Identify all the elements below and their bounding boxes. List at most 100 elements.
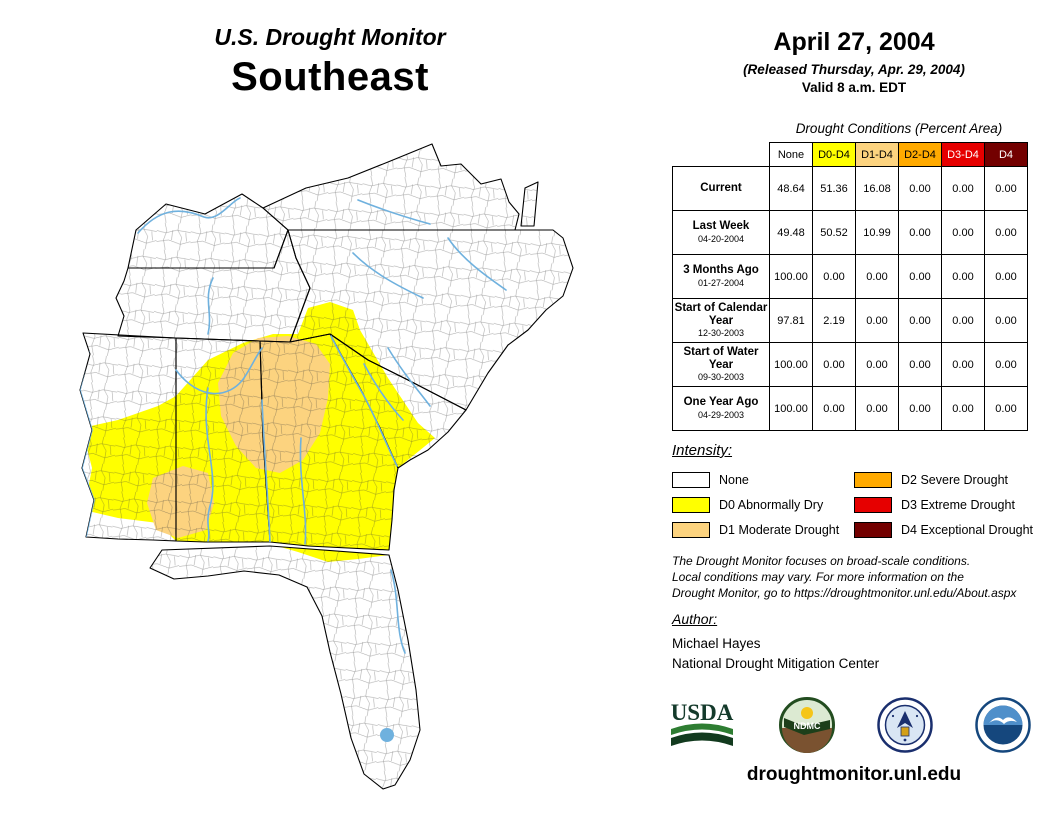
col-header-d1-d4: D1-D4 — [855, 142, 899, 167]
row-label: Start of Calendar Year 12-30-2003 — [672, 298, 770, 343]
alabama-river — [205, 387, 214, 542]
legend-swatch-d2 — [854, 471, 892, 488]
legend-title: Intensity: — [672, 442, 733, 459]
table-cell: 97.81 — [769, 298, 813, 343]
table-cell: 0.00 — [941, 386, 985, 431]
table-cell: 0.00 — [812, 342, 856, 387]
tennessee-river — [175, 347, 263, 395]
table-cell: 0.00 — [984, 254, 1028, 299]
map-date: April 27, 2004 — [773, 28, 935, 56]
svg-text:NDMC: NDMC — [794, 721, 821, 731]
table-cell: 50.52 — [812, 210, 856, 255]
table-cell: 0.00 — [855, 298, 899, 343]
footer-url: droughtmonitor.unl.edu — [746, 764, 962, 785]
col-header-d2-d4: D2-D4 — [898, 142, 942, 167]
table-cell: 0.00 — [898, 210, 942, 255]
col-header-d3-d4: D3-D4 — [941, 142, 985, 167]
table-row-one-year-ago: One Year Ago 04-29-2003 100.00 0.00 0.00 … — [672, 386, 1028, 431]
table-cell: 100.00 — [769, 386, 813, 431]
table-cell: 100.00 — [769, 342, 813, 387]
cumberland-river — [207, 277, 214, 335]
table-cell: 0.00 — [984, 166, 1028, 211]
james-river — [357, 199, 431, 225]
table-row-3-months-ago: 3 Months Ago 01-27-2004 100.00 0.00 0.00 … — [672, 254, 1028, 299]
savannah-river — [330, 335, 398, 467]
table-cell: 0.00 — [941, 342, 985, 387]
commerce-seal-logo — [877, 697, 933, 753]
region-title: Southeast — [231, 55, 429, 99]
intensity-legend: Intensity: None D2 Severe Drought D0 Abn… — [672, 442, 1033, 542]
table-row-last-week: Last Week 04-20-2004 49.48 50.52 10.99 0.… — [672, 210, 1028, 255]
table-cell: 0.00 — [855, 342, 899, 387]
row-label: Current — [672, 166, 770, 211]
table-cell: 0.00 — [812, 254, 856, 299]
table-cell: 0.00 — [898, 166, 942, 211]
row-label: 3 Months Ago 01-27-2004 — [672, 254, 770, 299]
pee-dee-river — [387, 347, 431, 407]
table-cell: 0.00 — [941, 254, 985, 299]
table-cell: 51.36 — [812, 166, 856, 211]
legend-item-d4: D4 Exceptional Drought — [854, 521, 1033, 538]
santee-river — [363, 363, 404, 421]
agency-logos: USDA NDMC — [666, 690, 1032, 760]
release-date: (Released Thursday, Apr. 29, 2004) — [743, 62, 965, 77]
table-cell: 0.00 — [941, 298, 985, 343]
table-cell: 0.00 — [941, 210, 985, 255]
table-cell: 0.00 — [898, 298, 942, 343]
table-cell: 0.00 — [855, 386, 899, 431]
legend-swatch-d3 — [854, 496, 892, 513]
st-johns-river — [390, 569, 406, 654]
col-header-d0-d4: D0-D4 — [812, 142, 856, 167]
county-lines — [80, 144, 573, 789]
table-cell: 48.64 — [769, 166, 813, 211]
table-cell: 0.00 — [984, 386, 1028, 431]
table-cell: 0.00 — [898, 342, 942, 387]
col-header-none: None — [769, 142, 813, 167]
col-header-d4: D4 — [984, 142, 1028, 167]
table-row-current: Current 48.64 51.36 16.08 0.00 0.00 0.00 — [672, 166, 1028, 211]
lake-okeechobee — [380, 728, 394, 742]
disclaimer-text: The Drought Monitor focuses on broad-sca… — [672, 554, 1017, 600]
author-organization: National Drought Mitigation Center — [672, 656, 880, 671]
ndmc-logo: NDMC — [779, 697, 835, 753]
table-cell: 0.00 — [984, 342, 1028, 387]
table-cell: 49.48 — [769, 210, 813, 255]
valid-time: Valid 8 a.m. EDT — [801, 80, 907, 95]
table-cell: 0.00 — [984, 298, 1028, 343]
table-cell: 0.00 — [984, 210, 1028, 255]
flint-river — [299, 437, 307, 545]
usda-logo: USDA — [671, 700, 734, 746]
table-cell: 0.00 — [898, 254, 942, 299]
legend-grid: None D2 Severe Drought D0 Abnormally Dry… — [672, 467, 1033, 542]
legend-swatch-d4 — [854, 521, 892, 538]
cape-fear-river — [352, 252, 424, 299]
table-cell: 100.00 — [769, 254, 813, 299]
drought-conditions-table: None D0-D4 D1-D4 D2-D4 D3-D4 D4 Current … — [672, 142, 1028, 431]
legend-swatch-d1 — [672, 521, 710, 538]
author-name: Michael Hayes — [672, 636, 761, 651]
author-label: Author: — [672, 611, 718, 627]
ohio-river — [137, 197, 241, 234]
table-cell: 0.00 — [941, 166, 985, 211]
table-cell: 0.00 — [855, 254, 899, 299]
neuse-river — [447, 237, 507, 291]
report-title: U.S. Drought Monitor — [214, 24, 446, 50]
svg-text:USDA: USDA — [671, 700, 734, 725]
legend-item-d1: D1 Moderate Drought — [672, 521, 854, 538]
table-cell: 10.99 — [855, 210, 899, 255]
drought-map-southeast — [79, 143, 574, 790]
table-cell: 0.00 — [898, 386, 942, 431]
table-cell: 0.00 — [812, 386, 856, 431]
legend-item-d0: D0 Abnormally Dry — [672, 496, 854, 513]
table-corner-cell — [672, 142, 770, 167]
legend-item-none: None — [672, 471, 854, 488]
row-label: Start of Water Year 09-30-2003 — [672, 342, 770, 387]
legend-swatch-none — [672, 471, 710, 488]
date-block: April 27, 2004 (Released Thursday, Apr. … — [680, 28, 1028, 95]
table-title: Drought Conditions (Percent Area) — [795, 121, 1003, 136]
legend-item-d2: D2 Severe Drought — [854, 471, 1032, 488]
chattahoochee-river — [261, 399, 271, 543]
legend-item-d3: D3 Extreme Drought — [854, 496, 1032, 513]
row-label: Last Week 04-20-2004 — [672, 210, 770, 255]
table-row-start-of-calendar-year: Start of Calendar Year 12-30-2003 97.81 2… — [672, 298, 1028, 343]
